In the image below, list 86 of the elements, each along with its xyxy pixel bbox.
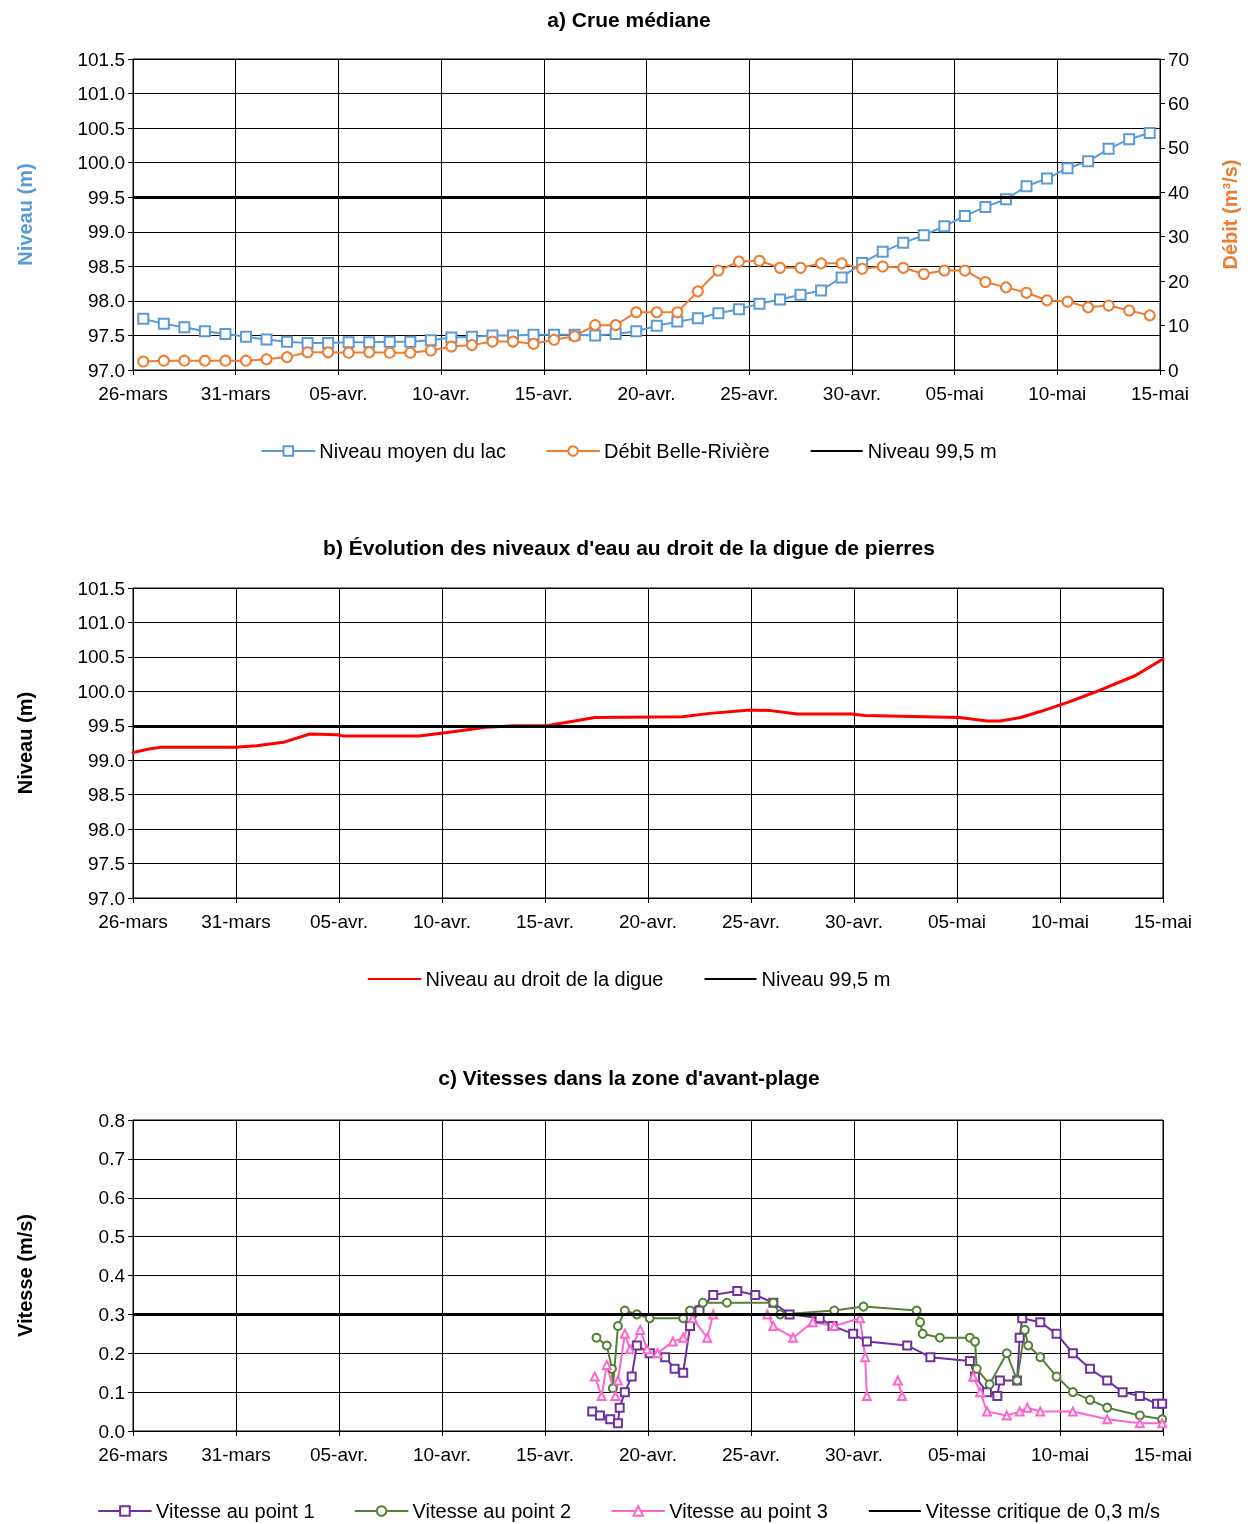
y2-tick-label: 60	[1168, 92, 1190, 114]
y-tick-label: 0.3	[98, 1303, 125, 1325]
x-tick-label: 10-mai	[1030, 911, 1090, 932]
x-tick-label: 05-avr.	[309, 1444, 369, 1465]
chart-title: a) Crue médiane	[547, 8, 711, 31]
x-tick-label: 25-avr.	[720, 383, 779, 404]
y-tick-label: 97.5	[88, 324, 125, 346]
y-tick-label: 99.5	[88, 186, 125, 208]
y-tick-label: 98.0	[88, 290, 125, 312]
x-tick-label: 20-avr.	[618, 1444, 678, 1465]
y-tick-label: 100.0	[77, 680, 125, 702]
y-tick-label: 101.5	[77, 48, 125, 70]
chart-title: b) Évolution des niveaux d'eau au droit de la digue de pierres	[323, 536, 935, 559]
y2-tick-label: 40	[1168, 181, 1190, 203]
legend-label: Niveau 99,5 m	[761, 968, 891, 990]
y-tick-label: 100.0	[77, 152, 125, 174]
legend-label: Niveau 99,5 m	[867, 440, 997, 462]
x-tick-label: 05-mai	[927, 1444, 987, 1465]
y-tick-label: 101.0	[77, 611, 125, 633]
x-tick-label: 30-avr.	[824, 1444, 884, 1465]
x-tick-label: 31-mars	[201, 911, 271, 932]
y-tick-label: 101.5	[77, 577, 125, 599]
y2-tick-label: 20	[1168, 270, 1190, 292]
y-tick-label: 101.0	[77, 83, 125, 105]
y-tick-label: 0.7	[98, 1148, 125, 1170]
x-tick-label: 31-mars	[201, 1444, 271, 1465]
legend-label: Vitesse au point 1	[155, 1500, 315, 1522]
x-tick-label: 15-avr.	[515, 911, 575, 932]
x-tick-label: 15-mai	[1130, 383, 1190, 404]
y-tick-label: 97.0	[88, 359, 125, 381]
y-tick-label: 98.5	[88, 255, 125, 277]
y-axis-title: Niveau (m)	[14, 163, 36, 266]
x-tick-label: 30-avr.	[824, 911, 884, 932]
x-tick-label: 10-avr.	[412, 1444, 472, 1465]
y-tick-label: 0.6	[98, 1187, 125, 1209]
y-tick-label: 0.2	[98, 1342, 125, 1364]
x-tick-label: 10-avr.	[412, 383, 471, 404]
x-tick-label: 25-avr.	[721, 911, 781, 932]
x-tick-label: 10-mai	[1028, 383, 1087, 404]
y2-tick-label: 70	[1168, 48, 1190, 70]
y-tick-label: 100.5	[77, 117, 125, 139]
x-tick-label: 15-mai	[1133, 1444, 1193, 1465]
y-tick-label: 0.4	[98, 1265, 126, 1286]
y2-tick-label: 50	[1168, 137, 1190, 159]
y-axis-title: Vitesse (m/s)	[14, 1213, 36, 1338]
x-tick-label: 10-mai	[1030, 1444, 1090, 1465]
x-tick-label: 05-mai	[925, 383, 984, 404]
x-tick-label: 05-mai	[927, 911, 987, 932]
y-tick-label: 99.0	[88, 749, 125, 771]
y-tick-label: 99.0	[88, 221, 125, 243]
x-tick-label: 26-mars	[98, 1444, 168, 1465]
x-tick-label: 20-avr.	[617, 383, 676, 404]
x-tick-label: 05-avr.	[309, 911, 369, 932]
legend-label: Vitesse au point 2	[412, 1500, 572, 1522]
x-tick-label: 26-mars	[98, 383, 168, 404]
y2-axis-title: Débit (m³/s)	[1219, 159, 1241, 270]
x-tick-label: 10-avr.	[412, 911, 472, 932]
x-tick-label: 20-avr.	[618, 911, 678, 932]
x-tick-label: 15-mai	[1133, 911, 1193, 932]
y2-tick-label: 0	[1168, 359, 1179, 381]
legend-label: Débit Belle-Rivière	[604, 440, 770, 462]
y-tick-label: 99.5	[88, 715, 125, 737]
x-tick-label: 26-mars	[98, 911, 168, 932]
y2-tick-label: 30	[1168, 226, 1190, 248]
y2-tick-label: 10	[1168, 315, 1190, 337]
legend-label: Niveau moyen du lac	[319, 440, 507, 462]
legend-label: Niveau au droit de la digue	[425, 968, 664, 990]
y-tick-label: 0.8	[98, 1109, 125, 1131]
x-tick-label: 15-avr.	[514, 383, 573, 404]
y-tick-label: 97.0	[88, 887, 125, 909]
y-tick-label: 0.5	[98, 1226, 125, 1248]
y-tick-label: 100.5	[77, 646, 125, 668]
y-tick-label: 0.0	[98, 1420, 125, 1442]
chart-title: c) Vitesses dans la zone d'avant-plage	[438, 1066, 820, 1089]
y-tick-label: 98.5	[88, 784, 125, 806]
legend-label: Vitesse critique de 0,3 m/s	[925, 1500, 1161, 1522]
x-tick-label: 31-mars	[200, 383, 271, 404]
x-tick-label: 05-avr.	[309, 383, 368, 404]
x-tick-label: 15-avr.	[515, 1444, 575, 1465]
y-axis-title: Niveau (m)	[14, 691, 36, 795]
y-tick-label: 0.1	[98, 1381, 125, 1403]
y-tick-label: 98.0	[88, 818, 125, 840]
y-tick-label: 97.5	[88, 853, 125, 875]
x-tick-label: 25-avr.	[721, 1444, 781, 1465]
legend-label: Vitesse au point 3	[669, 1500, 828, 1522]
x-tick-label: 30-avr.	[822, 383, 881, 404]
